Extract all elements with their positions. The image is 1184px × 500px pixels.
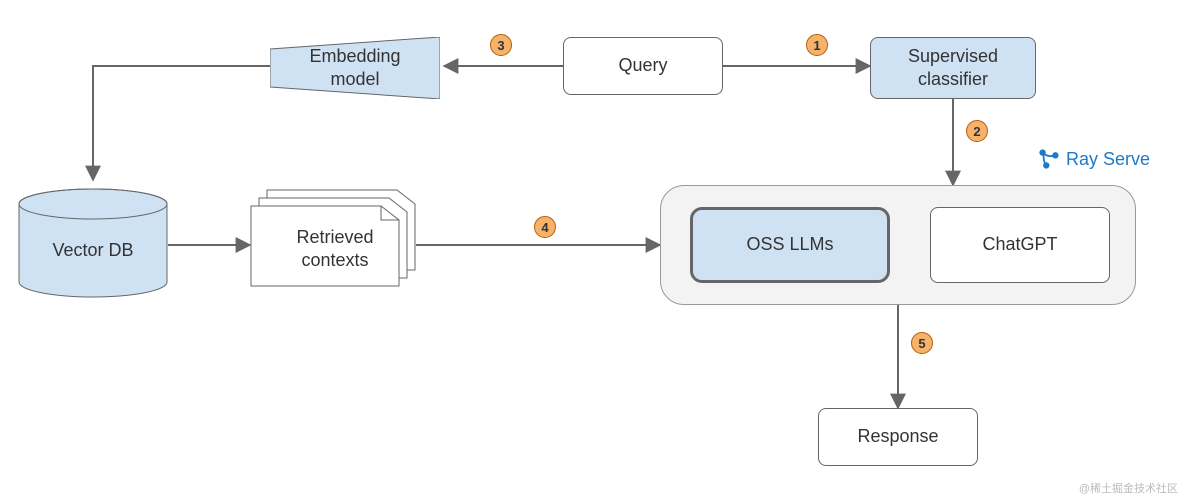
node-oss-llms: OSS LLMs xyxy=(690,207,890,283)
node-retrieved-contexts: Retrieved contexts xyxy=(255,200,415,286)
node-oss-llms-label: OSS LLMs xyxy=(746,233,833,256)
rayserve-icon xyxy=(1038,148,1060,170)
node-supervised-classifier: Supervised classifier xyxy=(870,37,1036,99)
step-badge-2: 2 xyxy=(966,120,988,142)
step-badge-3: 3 xyxy=(490,34,512,56)
node-query-label: Query xyxy=(618,54,667,77)
watermark: @稀土掘金技术社区 xyxy=(1079,480,1178,496)
node-response-label: Response xyxy=(857,425,938,448)
step-badge-5: 5 xyxy=(911,332,933,354)
rayserve-text: Ray Serve xyxy=(1066,149,1150,170)
edge-embedding-vectordb xyxy=(93,66,270,180)
node-chatgpt-label: ChatGPT xyxy=(982,233,1057,256)
step-badge-1: 1 xyxy=(806,34,828,56)
node-embedding-label: Embedding model xyxy=(309,45,400,92)
node-retrieved-label: Retrieved contexts xyxy=(296,226,373,273)
node-chatgpt: ChatGPT xyxy=(930,207,1110,283)
step-badge-4: 4 xyxy=(534,216,556,238)
node-vectordb-label: Vector DB xyxy=(52,239,133,262)
node-embedding-model: Embedding model xyxy=(270,37,440,99)
node-response: Response xyxy=(818,408,978,466)
node-vector-db: Vector DB xyxy=(18,188,168,298)
node-query: Query xyxy=(563,37,723,95)
node-classifier-label: Supervised classifier xyxy=(908,45,998,92)
rayserve-label: Ray Serve xyxy=(1038,148,1150,170)
